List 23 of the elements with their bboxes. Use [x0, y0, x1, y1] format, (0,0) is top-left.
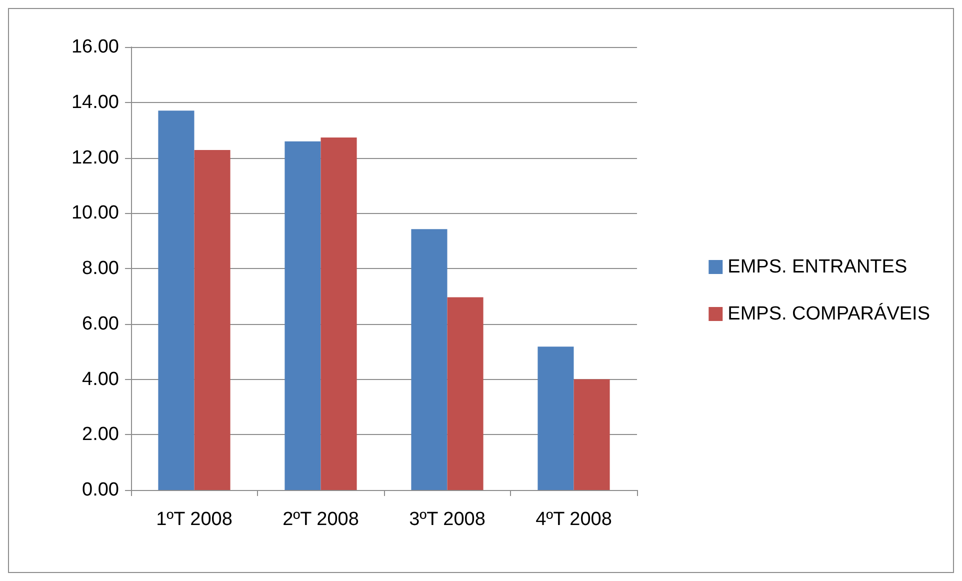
x-tick-label: 1ºT 2008	[156, 509, 232, 530]
x-tick-label: 2ºT 2008	[282, 509, 359, 530]
y-tick-label: 6.00	[82, 313, 119, 334]
y-tick-label: 12.00	[71, 147, 119, 168]
legend-label: EMPS. ENTRANTES	[728, 256, 908, 278]
bar	[284, 141, 321, 490]
bar	[158, 110, 194, 490]
y-tick-label: 10.00	[71, 202, 119, 224]
bar	[447, 297, 484, 490]
x-tick-label: 4ºT 2008	[536, 509, 612, 530]
bar	[320, 138, 357, 490]
bar	[574, 379, 610, 490]
y-tick-label: 4.00	[82, 368, 119, 390]
bar	[194, 150, 230, 490]
y-tick-label: 2.00	[82, 424, 119, 446]
y-tick-label: 0.00	[82, 480, 119, 500]
legend-label: EMPS. COMPARÁVEIS	[728, 302, 930, 324]
bar	[538, 346, 574, 490]
y-tick-label: 16.00	[71, 36, 119, 58]
y-tick-label: 8.00	[82, 258, 119, 279]
x-tick-label: 3ºT 2008	[409, 509, 486, 530]
bar	[411, 229, 448, 490]
y-tick-label: 14.00	[71, 92, 119, 113]
